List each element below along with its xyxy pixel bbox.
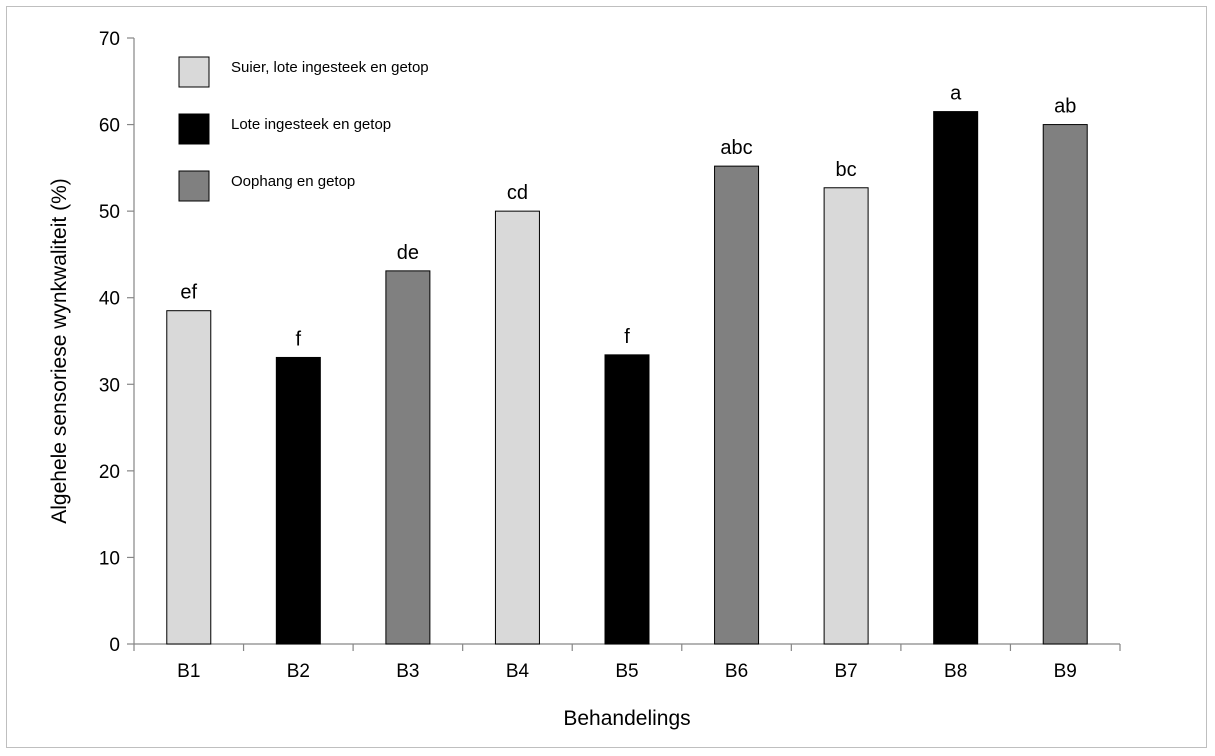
- bars: [166, 111, 1088, 645]
- y-tick-label: 30: [99, 375, 120, 396]
- bar: [494, 210, 540, 645]
- bar-significance-label: f: [624, 326, 630, 348]
- bar-significance-label: ab: [1054, 96, 1076, 118]
- x-axis: B1 B2 B3 B4 B5 B6 B7 B8 B9: [133, 643, 1121, 682]
- bar-significance-label: a: [950, 83, 962, 105]
- bar-significance-label: de: [397, 242, 419, 264]
- bar: [604, 354, 650, 645]
- legend-swatch: [178, 56, 210, 88]
- bar-significance-label: abc: [720, 137, 752, 159]
- x-tick-label: B3: [396, 661, 419, 682]
- legend-label: Lote ingesteek en getop: [231, 116, 391, 133]
- bar-significance-label: f: [296, 328, 302, 350]
- legend-label: Oophang en getop: [231, 173, 355, 190]
- x-tick-label: B5: [615, 661, 638, 682]
- legend-swatch: [178, 170, 210, 202]
- y-tick-label: 50: [99, 202, 120, 223]
- bar-significance-label: cd: [507, 182, 528, 204]
- bar: [385, 270, 431, 645]
- legend-swatch: [178, 113, 210, 145]
- x-tick-label: B7: [834, 661, 857, 682]
- bar-significance-labels: ef f de cd f abc bc a ab: [180, 83, 1076, 351]
- y-tick-label: 60: [99, 116, 120, 137]
- bar-significance-label: bc: [836, 159, 857, 181]
- legend: Suier, lote ingesteek en getop Lote inges…: [178, 56, 429, 202]
- x-axis-title: Behandelings: [563, 707, 690, 730]
- y-tick-label: 20: [99, 462, 120, 483]
- bar: [933, 111, 979, 645]
- y-tick-label: 40: [99, 289, 120, 310]
- y-tick-label: 70: [99, 29, 120, 50]
- x-tick-label: B9: [1054, 661, 1077, 682]
- y-tick-label: 0: [109, 635, 120, 656]
- x-tick-label: B6: [725, 661, 748, 682]
- x-tick-label: B4: [506, 661, 530, 682]
- x-tick-label: B2: [287, 661, 310, 682]
- bar: [275, 356, 321, 645]
- y-axis: 0 10 20 30 40 50 60 70: [99, 29, 135, 656]
- y-tick-label: 10: [99, 548, 120, 569]
- bar: [166, 310, 212, 645]
- bar: [714, 165, 760, 645]
- legend-label: Suier, lote ingesteek en getop: [231, 59, 429, 76]
- bar: [1042, 124, 1088, 645]
- x-tick-label: B1: [177, 661, 200, 682]
- bar: [823, 187, 869, 645]
- y-axis-title: Algehele sensoriese wynkwaliteit (%): [48, 178, 71, 524]
- x-tick-label: B8: [944, 661, 967, 682]
- bar-significance-label: ef: [180, 282, 197, 304]
